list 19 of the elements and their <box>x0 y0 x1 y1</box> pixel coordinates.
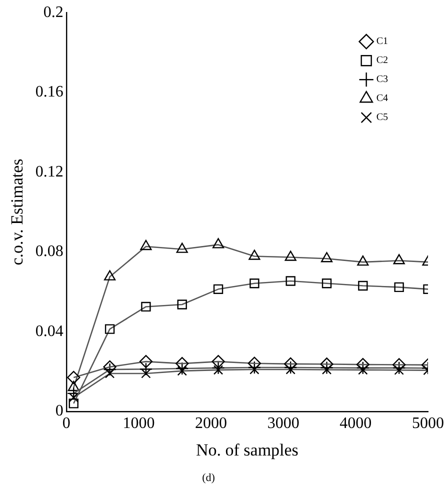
text: (d) <box>202 472 216 484</box>
y-tick-label: 0.2 <box>43 4 64 21</box>
x-tick-label: 2000 <box>195 415 228 432</box>
y-tick-label: 0.08 <box>35 243 64 260</box>
x-tick-label: 4000 <box>340 415 372 432</box>
y-tick-label: 0 <box>55 402 64 420</box>
legend-label: C4 <box>376 93 388 104</box>
legend-label: C2 <box>376 55 388 66</box>
x-tick-label: 3000 <box>267 415 300 432</box>
y-tick-label: 0.04 <box>35 322 64 340</box>
legend-label: C1 <box>376 36 388 48</box>
y-axis-title: c.o.v. Estimates <box>8 158 27 266</box>
x-tick-label: 5000 <box>412 415 444 432</box>
x-axis-title: No. of samples <box>196 440 298 460</box>
y-tick-label: 0.12 <box>35 163 64 180</box>
legend-label: C5 <box>376 112 388 124</box>
x-tick-label: 1000 <box>122 415 155 432</box>
legend-label: C3 <box>376 74 388 86</box>
y-tick-label: 0.16 <box>35 84 64 101</box>
